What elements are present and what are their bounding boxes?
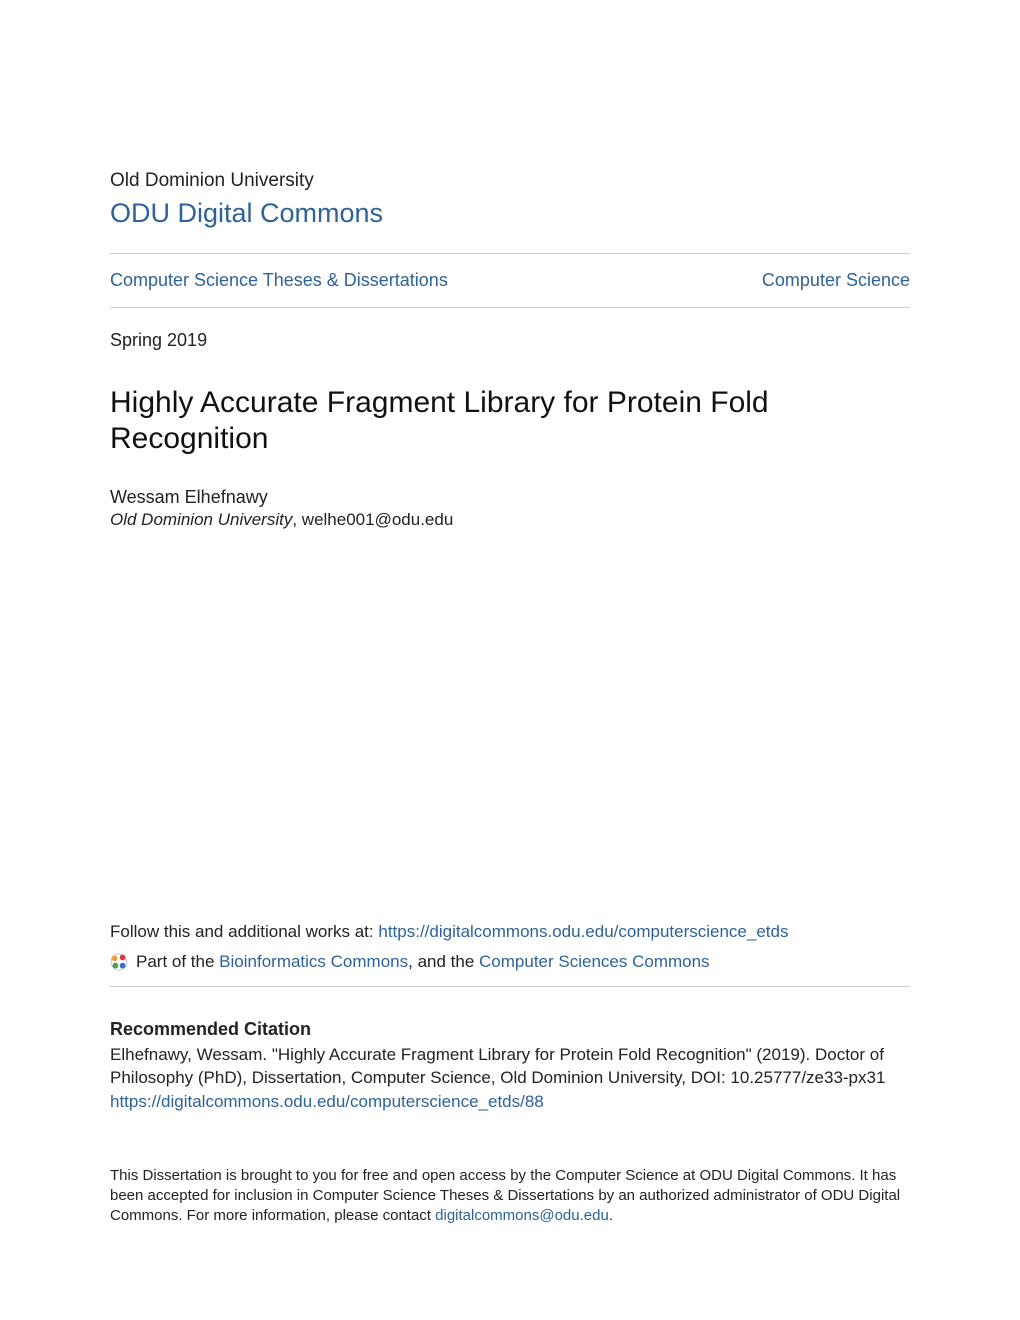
breadcrumb-nav: Computer Science Theses & Dissertations … bbox=[110, 254, 910, 307]
commons-link-1[interactable]: Bioinformatics Commons bbox=[219, 952, 408, 971]
citation-heading: Recommended Citation bbox=[110, 1019, 910, 1040]
partof-prefix: Part of the bbox=[136, 952, 219, 971]
network-icon bbox=[110, 953, 128, 971]
author-affiliation: Old Dominion University, welhe001@odu.ed… bbox=[110, 510, 910, 530]
partof-mid: , and the bbox=[408, 952, 479, 971]
repository-cover-page: Old Dominion University ODU Digital Comm… bbox=[0, 0, 1020, 1287]
part-of-row: Part of the Bioinformatics Commons, and … bbox=[110, 952, 910, 972]
author-name: Wessam Elhefnawy bbox=[110, 487, 910, 508]
follow-url-link[interactable]: https://digitalcommons.odu.edu/computers… bbox=[378, 922, 788, 941]
collection-link[interactable]: Computer Science Theses & Dissertations bbox=[110, 270, 448, 291]
university-name: Old Dominion University bbox=[110, 170, 910, 192]
citation-block: Recommended Citation Elhefnawy, Wessam. … bbox=[110, 1019, 910, 1112]
follow-works-line: Follow this and additional works at: htt… bbox=[110, 922, 910, 942]
divider-bottom bbox=[110, 986, 910, 987]
document-title: Highly Accurate Fragment Library for Pro… bbox=[110, 385, 910, 457]
divider-nav bbox=[110, 307, 910, 308]
spacer bbox=[110, 530, 910, 922]
department-link[interactable]: Computer Science bbox=[762, 270, 910, 291]
commons-link-2[interactable]: Computer Sciences Commons bbox=[479, 952, 710, 971]
footer-disclaimer: This Dissertation is brought to you for … bbox=[110, 1166, 910, 1227]
footer-contact-email[interactable]: digitalcommons@odu.edu bbox=[435, 1207, 609, 1224]
author-email: welhe001@odu.edu bbox=[302, 510, 454, 529]
publication-date: Spring 2019 bbox=[110, 330, 910, 351]
citation-url-link[interactable]: https://digitalcommons.odu.edu/computers… bbox=[110, 1092, 910, 1112]
follow-prefix: Follow this and additional works at: bbox=[110, 922, 378, 941]
citation-text: Elhefnawy, Wessam. "Highly Accurate Frag… bbox=[110, 1044, 910, 1090]
partof-text: Part of the Bioinformatics Commons, and … bbox=[136, 952, 710, 972]
affiliation-text: Old Dominion University bbox=[110, 510, 292, 529]
footer-suffix: . bbox=[609, 1207, 613, 1224]
digital-commons-link[interactable]: ODU Digital Commons bbox=[110, 198, 910, 229]
